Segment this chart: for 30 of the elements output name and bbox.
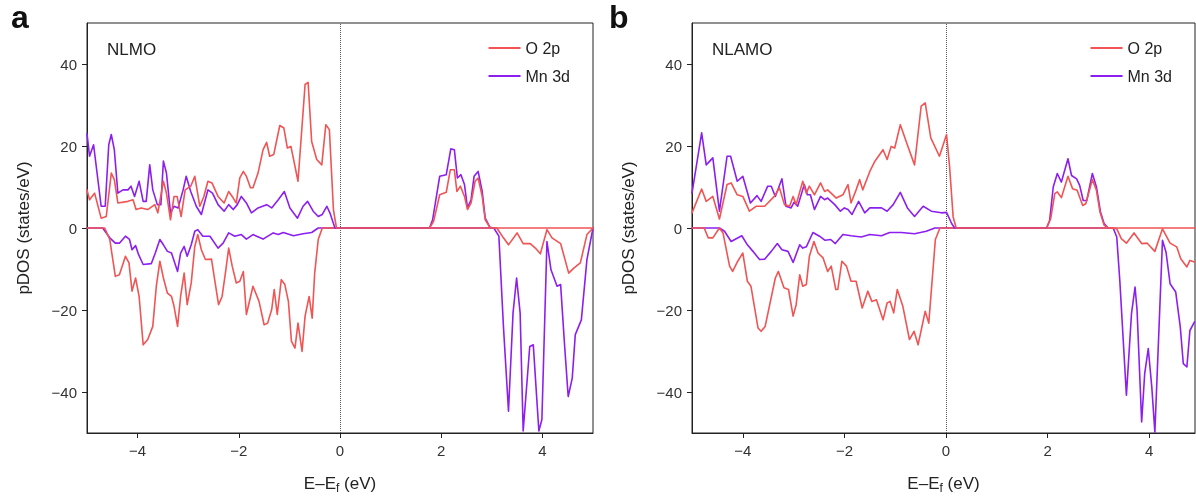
y-tick-label: 20 <box>60 137 77 155</box>
y-tick-label: −20 <box>656 301 682 319</box>
chart-title: b <box>609 0 629 35</box>
chart-title: a <box>11 0 29 35</box>
y-tick-label: 0 <box>68 219 77 237</box>
x-tick-label: −4 <box>734 442 752 459</box>
y-tick-label: 40 <box>60 55 77 73</box>
y-axis-title: pDOS (states/eV) <box>619 161 638 295</box>
y-tick-label: 20 <box>665 137 682 155</box>
x-tick-label: 0 <box>941 442 951 459</box>
x-tick-label: −2 <box>835 442 853 459</box>
annotation: NLAMO <box>712 40 773 59</box>
x-tick-label: −2 <box>230 442 248 459</box>
x-tick-label: 4 <box>1145 442 1154 459</box>
legend-label: O 2p <box>525 39 561 57</box>
x-tick-label: 4 <box>538 442 547 459</box>
annotation: NLMO <box>107 40 157 59</box>
legend-label: Mn 3d <box>1127 67 1172 85</box>
legend-label: Mn 3d <box>525 67 570 85</box>
y-tick-label: −40 <box>656 383 682 401</box>
x-tick-label: 0 <box>335 442 345 459</box>
x-tick-label: 2 <box>1043 442 1052 459</box>
x-tick-label: −4 <box>129 442 147 459</box>
legend-label: O 2p <box>1127 39 1163 57</box>
y-tick-label: −20 <box>51 301 77 319</box>
y-tick-label: 40 <box>665 55 682 73</box>
y-axis-title: pDOS (states/eV) <box>14 161 33 295</box>
y-tick-label: −40 <box>51 383 77 401</box>
x-tick-label: 2 <box>437 442 446 459</box>
y-tick-label: 0 <box>673 219 682 237</box>
